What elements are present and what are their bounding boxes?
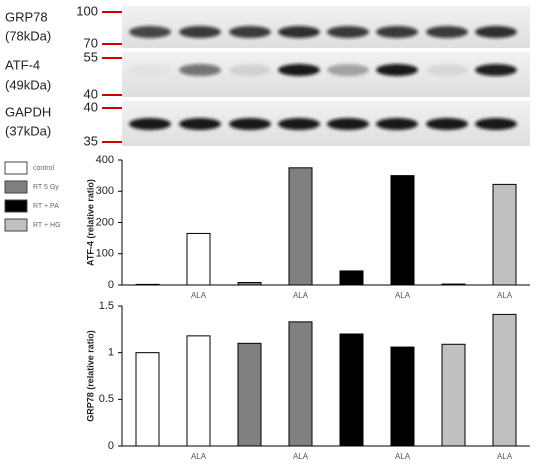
x-tick-label: ALA: [497, 291, 513, 300]
bar: [492, 313, 517, 447]
blot-band: [278, 118, 320, 130]
bar: [186, 335, 211, 447]
blot-band: [278, 26, 320, 38]
x-tick-label: ALA: [191, 291, 207, 300]
y-tick-label: 0.5: [99, 393, 114, 405]
bar: [237, 342, 262, 447]
blot-band: [376, 26, 418, 38]
legend-label: RT 5 Gy: [33, 184, 59, 191]
x-tick-label: ALA: [497, 452, 513, 461]
blot-band: [129, 118, 171, 130]
bar: [339, 333, 364, 447]
x-tick-label: ALA: [395, 291, 411, 300]
marker-label: 70: [84, 35, 98, 50]
row-size: (37kDa): [5, 123, 51, 138]
y-tick-label: 0: [108, 279, 114, 291]
bar: [390, 346, 415, 447]
blot-band: [376, 118, 418, 130]
legend-swatch: [4, 161, 28, 175]
row-name: GRP78: [5, 9, 48, 24]
y-tick-label: 1: [108, 347, 114, 359]
bar: [339, 270, 364, 286]
marker-label: 40: [84, 86, 98, 101]
blot-band: [278, 64, 320, 76]
blot-membrane: [122, 6, 530, 48]
blot-band: [426, 118, 468, 130]
legend-label: RT + PA: [33, 203, 59, 210]
bar: [441, 343, 466, 447]
blot-band: [426, 26, 468, 38]
blot-band: [129, 64, 171, 76]
y-axis-label: ATF-4 (relative ratio): [85, 179, 95, 266]
blot-band: [475, 26, 517, 38]
blot-band: [376, 64, 418, 76]
legend-swatch: [4, 180, 28, 194]
row-size: (78kDa): [5, 28, 51, 43]
bar: [288, 321, 313, 447]
blot-band: [327, 64, 369, 76]
y-tick-label: 300: [96, 185, 114, 197]
blot-band: [179, 26, 221, 38]
marker-label: 40: [84, 99, 98, 114]
blot-band: [129, 26, 171, 38]
legend-label: RT + HG: [33, 222, 61, 229]
y-tick-label: 0: [108, 440, 114, 452]
bar: [390, 175, 415, 286]
y-tick-label: 200: [96, 216, 114, 228]
y-tick-label: 1.5: [99, 300, 114, 312]
blot-band: [179, 64, 221, 76]
bar: [492, 183, 517, 286]
row-name: GAPDH: [5, 104, 51, 119]
row-name: ATF-4: [5, 57, 40, 72]
x-tick-label: ALA: [293, 452, 309, 461]
blot-band: [475, 64, 517, 76]
blot-band: [229, 26, 271, 38]
y-axis-label: GRP78 (relative ratio): [85, 330, 95, 422]
row-size: (49kDa): [5, 77, 51, 92]
legend-swatch: [4, 199, 28, 213]
x-tick-label: ALA: [191, 452, 207, 461]
blot-band: [229, 64, 271, 76]
blot-band: [475, 118, 517, 130]
x-tick-label: ALA: [293, 291, 309, 300]
blot-membrane: [122, 52, 530, 97]
legend-label: control: [33, 165, 54, 172]
blot-band: [179, 118, 221, 130]
bar: [135, 352, 160, 447]
marker-label: 55: [84, 49, 98, 64]
marker-label: 35: [84, 133, 98, 148]
blot-band: [426, 64, 468, 76]
blot-band: [327, 26, 369, 38]
y-tick-label: 100: [96, 248, 114, 260]
x-tick-label: ALA: [395, 452, 411, 461]
blot-band: [229, 118, 271, 130]
y-tick-label: 400: [96, 154, 114, 166]
blot-band: [327, 118, 369, 130]
bar: [288, 167, 313, 286]
legend-swatch: [4, 218, 28, 232]
bar: [186, 232, 211, 286]
marker-label: 100: [76, 3, 98, 18]
